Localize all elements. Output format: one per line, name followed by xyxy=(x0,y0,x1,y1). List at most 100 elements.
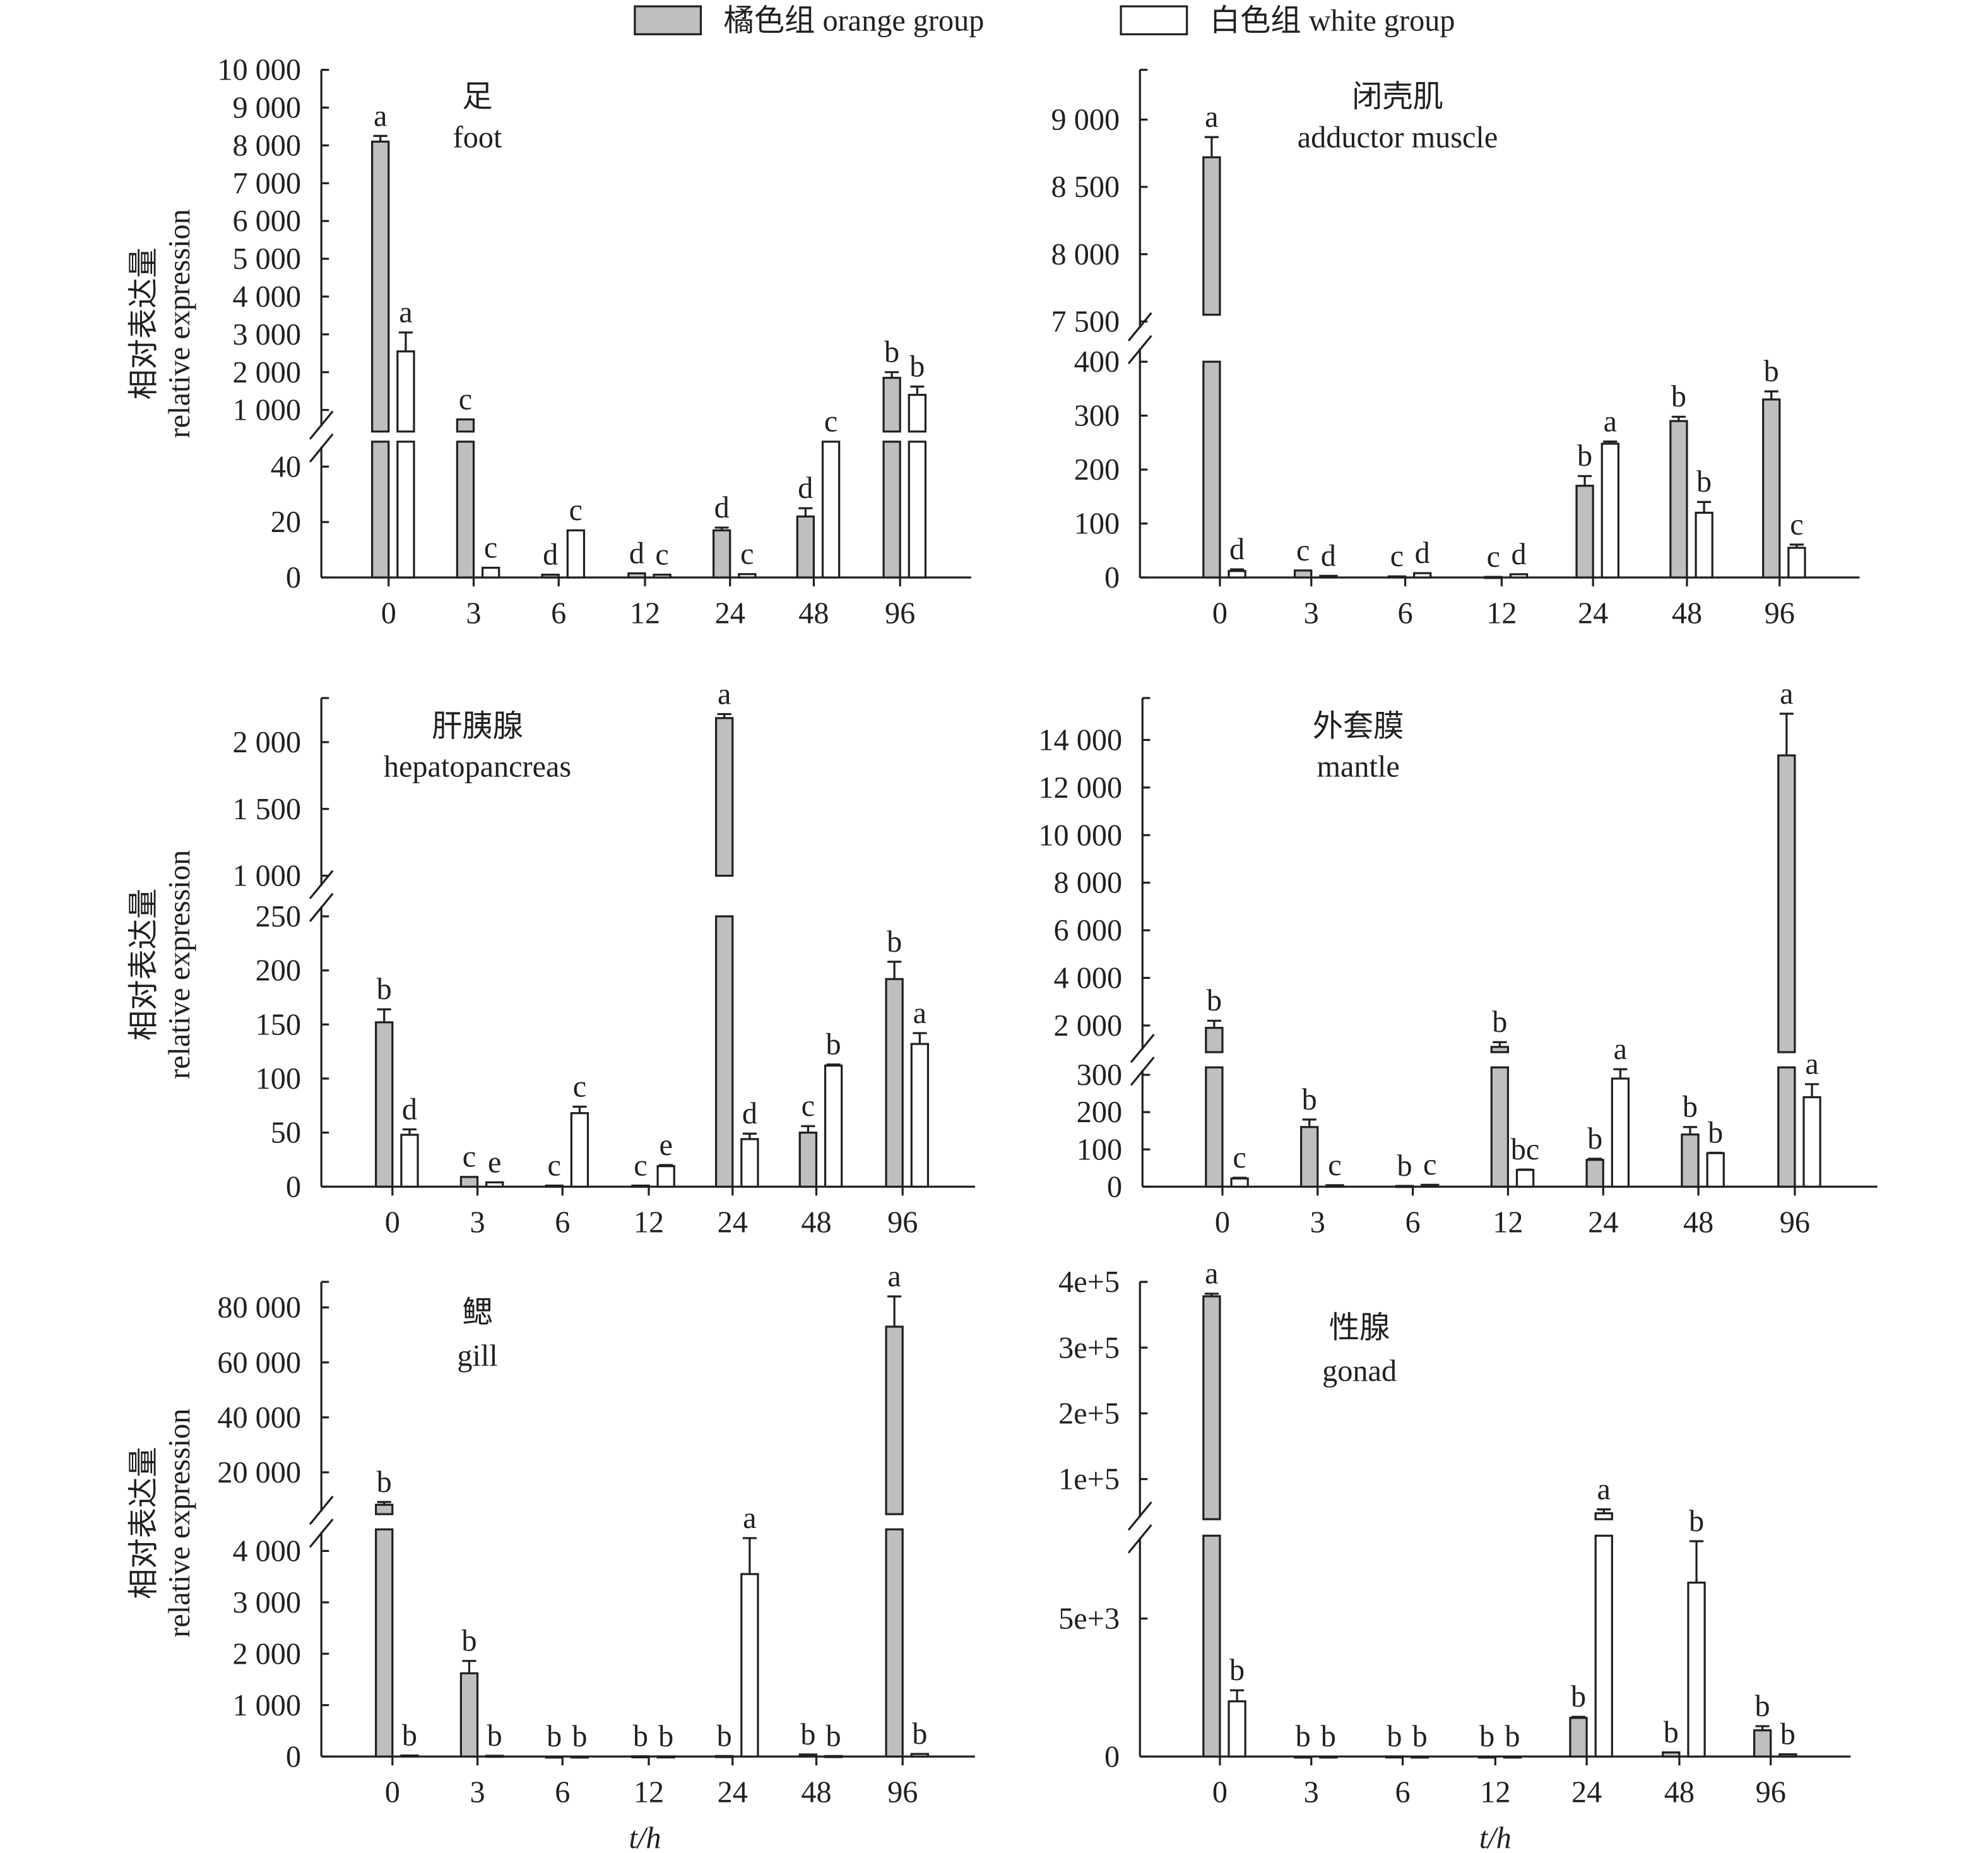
y-tick-label: 2e+5 xyxy=(1058,1397,1120,1430)
y-tick-label: 50 xyxy=(271,1116,301,1150)
bar-white xyxy=(1325,1184,1344,1188)
bar-white xyxy=(1515,1169,1535,1188)
y-tick-label: 300 xyxy=(1077,1058,1122,1092)
bar-white xyxy=(1695,511,1713,579)
significance-letter: b xyxy=(1708,1116,1723,1149)
bar-orange-lower xyxy=(456,441,475,579)
significance-letter: b xyxy=(1780,1718,1796,1751)
bar-white xyxy=(570,1112,589,1188)
x-tick-label: 24 xyxy=(715,596,745,630)
bar-orange xyxy=(798,1753,818,1758)
significance-letter: c xyxy=(569,494,583,527)
axis-break-mark xyxy=(309,1519,334,1548)
x-tick-label: 3 xyxy=(1304,1776,1319,1809)
x-tick-label: 6 xyxy=(1395,1776,1410,1809)
bar-orange-upper xyxy=(1202,156,1221,316)
bar-orange xyxy=(631,1184,650,1188)
bar-white xyxy=(1787,547,1806,579)
bar-orange-upper xyxy=(1205,1027,1224,1053)
bar-white xyxy=(1802,1096,1821,1188)
bar-white xyxy=(1503,1755,1522,1759)
y-tick-label: 5e+3 xyxy=(1058,1602,1120,1636)
bar-white xyxy=(824,1755,843,1758)
panel-title-cn: 闭壳肌 xyxy=(1352,80,1443,114)
significance-letter: b xyxy=(1571,1680,1586,1714)
bar-white xyxy=(910,1043,930,1188)
y-tick-label: 3 000 xyxy=(232,1586,301,1619)
bar-white-lower xyxy=(908,441,927,579)
y-tick-label: 2 000 xyxy=(232,726,301,759)
axis-break-mark xyxy=(1127,1524,1152,1554)
y-axis-label-en: relative expression xyxy=(163,1409,196,1638)
legend-label-orange: 橘色组 orange group xyxy=(724,4,985,37)
panel-adductor: 0 100 200 300 400 7 500 8 000 8 500 9 000 闭壳肌 addu… xyxy=(1051,68,1860,630)
significance-letter: c xyxy=(802,1089,815,1123)
panel-mantle: 0 100 200 300 2 000 4 000 6 000 8 000 10 000 12 0… xyxy=(1038,677,1878,1240)
significance-letter: c xyxy=(484,531,497,565)
significance-letter: c xyxy=(459,382,472,416)
bar-orange-upper xyxy=(371,140,390,433)
y-tick-label: 200 xyxy=(1074,453,1120,487)
x-axis-label: t/h xyxy=(629,1821,661,1853)
significance-letter: b xyxy=(1696,465,1712,499)
significance-letter: b xyxy=(887,925,902,959)
bar-white xyxy=(1228,570,1246,579)
bar-white-upper xyxy=(1594,1512,1613,1520)
y-tick-label: 40 xyxy=(271,450,301,483)
x-tick-label: 6 xyxy=(551,596,566,630)
bar-orange xyxy=(1484,576,1503,579)
bar-orange-lower xyxy=(1777,1066,1796,1188)
significance-letter: b xyxy=(633,1720,648,1753)
significance-letter: a xyxy=(1614,1033,1627,1066)
y-tick-label: 60 000 xyxy=(217,1346,301,1380)
bar-orange xyxy=(627,572,646,579)
y-tick-label: 20 000 xyxy=(217,1456,301,1489)
bar-orange xyxy=(459,1176,479,1188)
x-tick-label: 12 xyxy=(1486,596,1517,630)
bar-orange xyxy=(541,573,560,579)
y-tick-label: 150 xyxy=(256,1008,301,1041)
y-axis-label-cn: 相对表达量 xyxy=(127,1447,161,1599)
x-tick-label: 3 xyxy=(470,1206,485,1240)
x-tick-label: 48 xyxy=(798,596,829,630)
bar-orange xyxy=(375,1021,394,1188)
bar-orange xyxy=(459,1672,479,1758)
significance-letter: d xyxy=(714,491,730,524)
significance-letter: c xyxy=(1328,1149,1341,1182)
y-tick-label: 1 000 xyxy=(232,860,301,893)
panel-title-cn: 鳃 xyxy=(462,1296,492,1329)
significance-letter: b xyxy=(1683,1091,1698,1124)
significance-letter: a xyxy=(374,99,387,133)
significance-letter: b xyxy=(826,1719,841,1753)
bar-white xyxy=(1509,573,1529,579)
bar-orange-upper xyxy=(375,1503,394,1515)
x-tick-label: 48 xyxy=(801,1776,831,1809)
y-tick-label: 10 000 xyxy=(217,54,301,87)
axis-break-mark xyxy=(1130,1033,1155,1063)
y-tick-label: 0 xyxy=(286,561,301,595)
significance-letter: b xyxy=(912,1717,927,1751)
panel-gill: 0 1 000 2 000 3 000 4 000 20 000 40 000 60 000 8… xyxy=(217,1260,975,1809)
bar-orange-lower xyxy=(882,441,901,579)
bar-orange-lower xyxy=(371,441,390,579)
y-tick-label: 1e+5 xyxy=(1058,1463,1120,1496)
significance-letter: b xyxy=(1479,1720,1494,1753)
y-tick-label: 8 000 xyxy=(1051,238,1120,271)
significance-letter: a xyxy=(1597,1472,1611,1506)
x-tick-label: 24 xyxy=(1571,1776,1602,1809)
y-axis-label: 相对表达量 relative expression xyxy=(127,209,196,438)
significance-letter: a xyxy=(1205,100,1218,134)
legend-swatch-orange xyxy=(634,5,702,35)
x-tick-label: 0 xyxy=(385,1776,400,1809)
bar-white xyxy=(400,1754,419,1758)
x-tick-label: 96 xyxy=(1765,596,1795,630)
significance-letter: c xyxy=(573,1070,586,1103)
significance-letter: c xyxy=(1296,534,1310,567)
significance-letter: a xyxy=(1604,405,1617,439)
x-tick-label: 24 xyxy=(1588,1206,1618,1240)
panel-title-cn: 肝胰腺 xyxy=(432,709,523,743)
y-axis-label-cn: 相对表达量 xyxy=(127,247,161,400)
y-tick-label: 300 xyxy=(1074,400,1120,433)
significance-letter: d xyxy=(742,1097,757,1130)
significance-letter: a xyxy=(1780,677,1793,711)
